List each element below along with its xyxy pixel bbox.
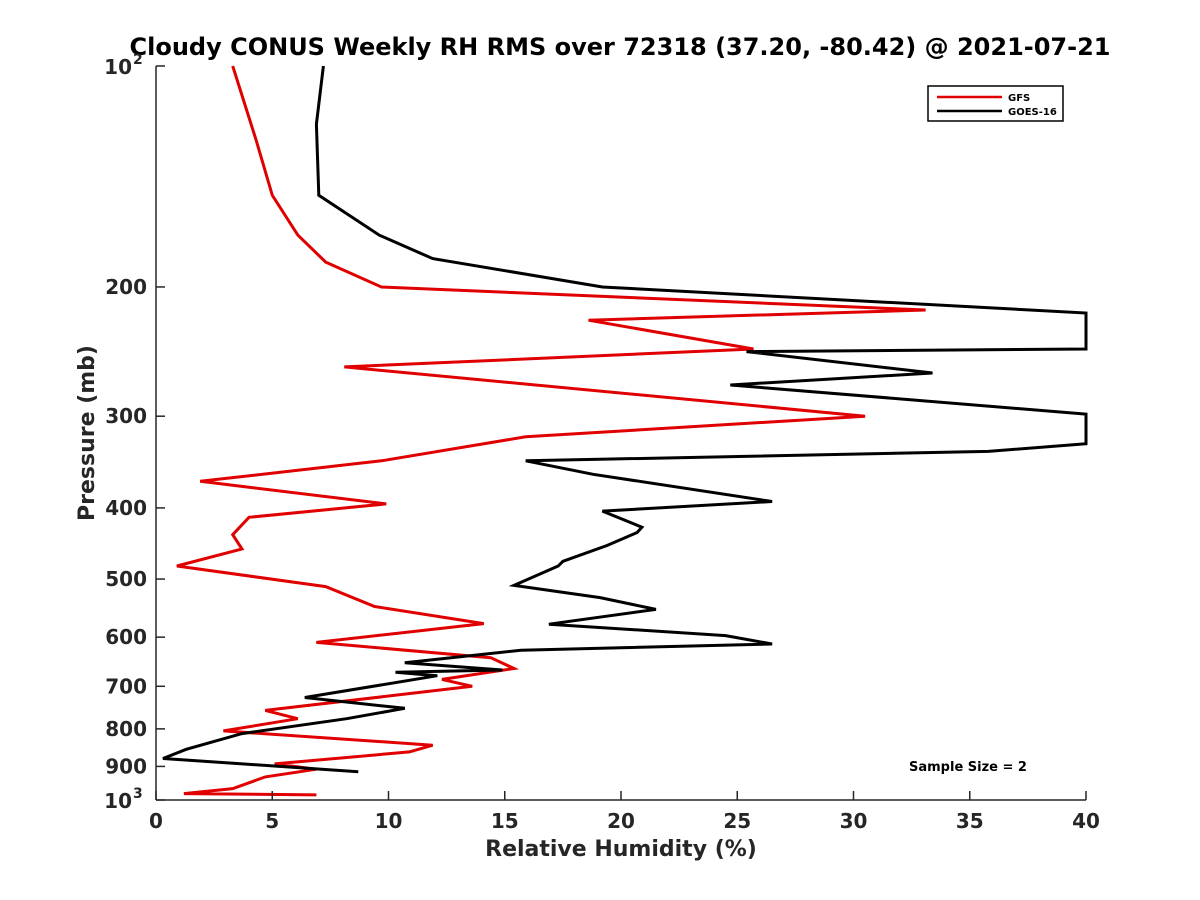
legend-box	[927, 85, 1064, 122]
x-axis-label: Relative Humidity (%)	[485, 837, 757, 862]
x-tick-label: 30	[840, 809, 868, 833]
x-axis-ticks: 0 5 10 15 20 25 30 35 40	[149, 791, 1100, 833]
chart-title: Cloudy CONUS Weekly RH RMS over 72318 (3…	[130, 33, 1111, 61]
x-tick-label: 25	[723, 809, 751, 833]
plot-area: 0 5 10 15 20 25 30 35 40 10 220030040050060070080…	[104, 52, 1100, 833]
y-tick-label: 400	[105, 496, 147, 520]
x-tick-label: 0	[149, 809, 163, 833]
x-tick-label: 20	[607, 809, 635, 833]
series-line-goes16	[162, 65, 1088, 774]
y-tick-label: 800	[105, 717, 147, 741]
y-tick-label: 300	[105, 404, 147, 428]
y-tick-exponent: 2	[133, 52, 143, 68]
y-tick-label: 700	[105, 674, 147, 698]
x-tick-label: 35	[956, 809, 984, 833]
legend: GFS GOES-16	[927, 85, 1064, 122]
y-tick-label: 200	[105, 275, 147, 299]
legend-label-goes16: GOES-16	[1008, 107, 1057, 118]
y-tick-exponent: 3	[133, 786, 143, 802]
y-tick-label: 900	[105, 754, 147, 778]
series-layer	[162, 65, 1088, 797]
y-tick-label: 10	[104, 789, 132, 813]
series-line-gfs	[176, 65, 926, 797]
y-tick-label: 600	[105, 625, 147, 649]
x-tick-label: 40	[1072, 809, 1100, 833]
y-tick-label: 10	[104, 55, 132, 79]
sample-size-annotation: Sample Size = 2	[909, 760, 1027, 775]
x-tick-label: 15	[491, 809, 519, 833]
x-tick-label: 5	[265, 809, 279, 833]
x-tick-label: 10	[375, 809, 403, 833]
y-axis-label: Pressure (mb)	[75, 345, 100, 521]
y-tick-label: 500	[105, 567, 147, 591]
legend-label-gfs: GFS	[1008, 93, 1030, 104]
